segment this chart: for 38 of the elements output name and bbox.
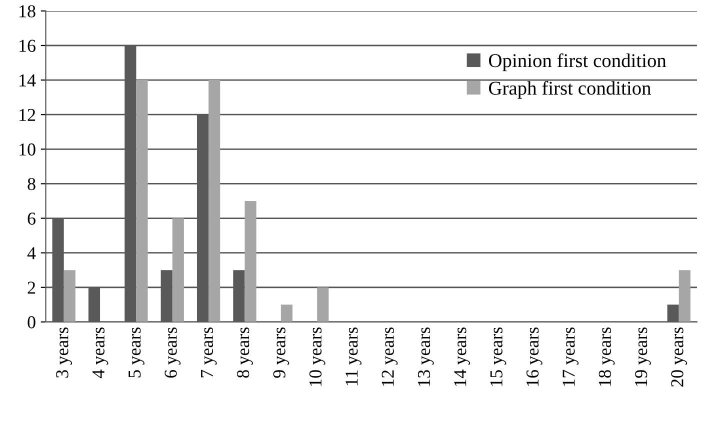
x-tick-label: 8 years	[237, 327, 253, 378]
bar	[64, 270, 76, 322]
bar	[280, 304, 292, 322]
y-tick-label: 16	[20, 40, 36, 52]
x-tick-label: 19 years	[635, 327, 651, 386]
y-tick-label: 10	[20, 143, 36, 156]
x-tick-label: 4 years	[92, 327, 108, 378]
x-tick-label: 20 years	[671, 327, 688, 387]
y-tick-label: 14	[20, 74, 36, 86]
y-tick-label: 6	[28, 212, 36, 225]
bar	[208, 80, 220, 322]
x-tick-label: 18 years	[598, 327, 615, 386]
y-tick-label: 18	[20, 5, 36, 18]
x-tick-label: 16 years	[526, 327, 542, 386]
legend-label: Graph first condition	[489, 80, 651, 99]
x-tick-label: 12 years	[382, 327, 398, 386]
x-tick-label: 15 years	[490, 327, 506, 386]
x-tick-label: 13 years	[418, 327, 434, 386]
bar	[244, 200, 256, 322]
y-tick-label: 12	[20, 108, 36, 121]
bar	[136, 80, 148, 322]
x-tick-label: 7 years	[201, 327, 217, 378]
x-tick-label: 6 years	[164, 327, 181, 378]
y-tick-label: 8	[28, 178, 36, 190]
x-tick-label: 17 years	[562, 327, 579, 386]
x-tick-label: 14 years	[454, 327, 470, 386]
y-tick-label: 0	[28, 316, 36, 328]
x-tick-label: 10 years	[309, 327, 326, 386]
x-tick-label: 3 years	[56, 327, 72, 378]
legend-label: Opinion first condition	[489, 53, 666, 72]
x-tick-label: 11 years	[346, 327, 362, 386]
bar	[172, 218, 184, 322]
x-tick-label: 9 years	[273, 327, 290, 378]
bar	[317, 287, 329, 322]
y-tick-label: 2	[28, 282, 36, 294]
x-tick-label: 5 years	[128, 327, 144, 378]
y-tick-label: 4	[27, 247, 36, 260]
bar	[678, 270, 690, 322]
